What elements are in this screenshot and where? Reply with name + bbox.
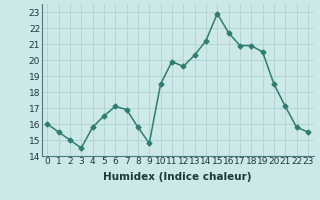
X-axis label: Humidex (Indice chaleur): Humidex (Indice chaleur) [103,172,252,182]
